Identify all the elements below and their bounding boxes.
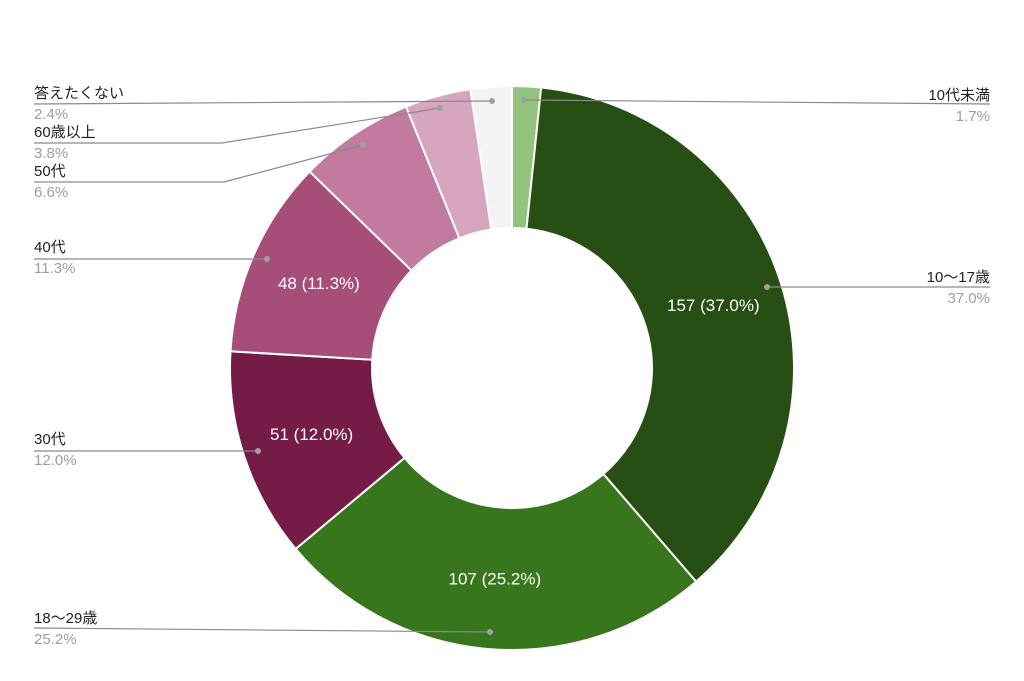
callout-category: 50代 xyxy=(34,163,66,180)
callout-40dai: 40代 11.3% xyxy=(34,239,75,277)
callout-category: 10〜17歳 xyxy=(927,269,990,286)
leader-dots xyxy=(255,97,770,635)
callout-category: 40代 xyxy=(34,239,66,256)
leader-line xyxy=(34,107,441,144)
slice-value-label-4: 48 (11.3%) xyxy=(278,274,360,293)
callout-18-29: 18〜29歳 25.2% xyxy=(34,610,97,648)
callout-percent: 25.2% xyxy=(34,631,77,648)
callout-category: 30代 xyxy=(34,431,66,448)
leader-lines xyxy=(33,99,991,633)
donut-slice-2 xyxy=(294,456,698,651)
donut-slice-7 xyxy=(469,84,513,231)
leader-dot xyxy=(255,448,261,454)
slices-layer xyxy=(229,84,795,651)
callout-percent: 2.4% xyxy=(34,106,68,123)
leader-line xyxy=(34,144,364,183)
slice-value-label-1: 157 (37.0%) xyxy=(667,296,760,315)
leader-dot xyxy=(487,629,493,635)
leader-dot xyxy=(360,142,366,148)
donut-slice-3 xyxy=(229,350,407,551)
leader-line xyxy=(33,627,491,633)
callout-percent: 37.0% xyxy=(947,290,990,307)
leader-dot xyxy=(264,256,270,262)
callout-kotaetakunai: 答えたくない 2.4% xyxy=(34,85,124,123)
leader-line xyxy=(33,100,493,105)
callout-60sai-ijou: 60歳以上 3.8% xyxy=(34,124,96,162)
callout-percent: 1.7% xyxy=(956,108,990,125)
callout-10dai-miman: 10代未満 1.7% xyxy=(928,87,990,125)
slice-value-label-3: 51 (12.0%) xyxy=(270,425,353,444)
callout-percent: 6.6% xyxy=(34,184,68,201)
callout-30dai: 30代 12.0% xyxy=(34,431,77,469)
leader-dot xyxy=(489,98,495,104)
leader-line xyxy=(523,99,991,105)
callout-category: 18〜29歳 xyxy=(34,610,97,627)
leader-dot xyxy=(437,105,443,111)
callout-percent: 11.3% xyxy=(34,260,75,277)
callout-percent: 3.8% xyxy=(34,145,68,162)
labels-layer: 157 (37.0%) 107 (25.2%) 51 (12.0%) 48 (11.3… xyxy=(270,274,760,588)
callout-category: 答えたくない xyxy=(34,85,124,102)
slice-value-label-2: 107 (25.2%) xyxy=(449,569,542,588)
leader-dot xyxy=(521,97,527,103)
callout-category: 60歳以上 xyxy=(34,124,96,141)
leader-dot xyxy=(764,284,770,290)
callout-10-17: 10〜17歳 37.0% xyxy=(927,269,990,307)
donut-slice-1 xyxy=(525,86,795,584)
callout-50dai: 50代 6.6% xyxy=(34,163,68,201)
callout-category: 10代未満 xyxy=(928,87,990,104)
callout-percent: 12.0% xyxy=(34,452,77,469)
